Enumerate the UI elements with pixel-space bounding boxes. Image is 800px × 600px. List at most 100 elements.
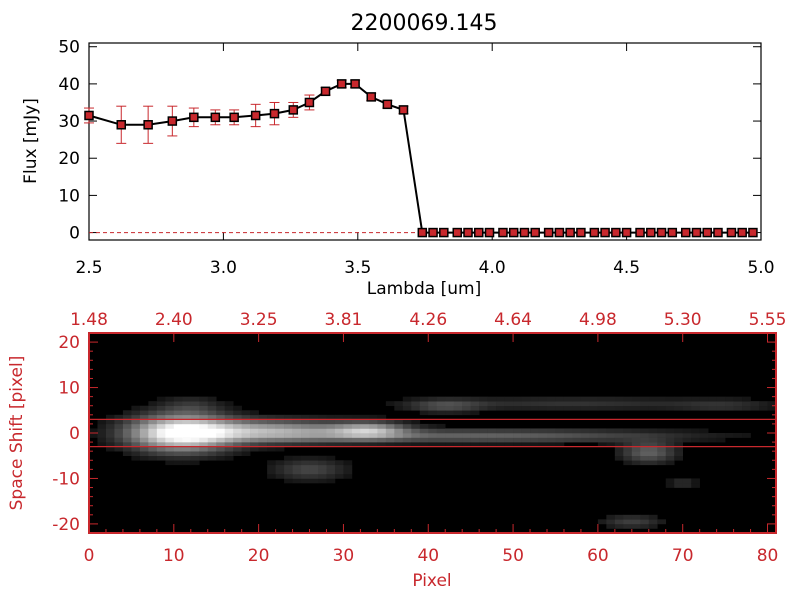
heatmap-cell	[402, 428, 412, 434]
heatmap-cell	[326, 437, 336, 443]
heatmap-cell	[521, 405, 531, 411]
top-tick-label: 3.25	[240, 310, 278, 330]
heatmap-cell	[233, 428, 242, 434]
heatmap-cell	[131, 433, 141, 438]
heatmap-cell	[241, 410, 251, 416]
heatmap-cell	[394, 433, 404, 438]
heatmap-cell	[547, 428, 556, 434]
heatmap-cell	[216, 446, 225, 452]
heatmap-cell	[445, 410, 454, 416]
heatmap-cell	[148, 423, 158, 429]
heatmap-cell	[555, 396, 565, 402]
heatmap-cell	[97, 423, 107, 429]
heatmap-cell	[97, 437, 107, 443]
heatmap-cell	[538, 437, 548, 443]
y-tick-label: 20	[58, 333, 80, 353]
heatmap-cell	[199, 446, 209, 452]
heatmap-cell	[182, 410, 192, 416]
heatmap-cell	[436, 405, 446, 411]
heatmap-cell	[284, 442, 293, 447]
heatmap-cell	[377, 423, 387, 429]
heatmap-cell	[250, 414, 259, 420]
heatmap-cell	[597, 442, 607, 447]
heatmap-cell	[241, 451, 251, 457]
heatmap-cell	[114, 442, 124, 447]
heatmap-cell	[428, 401, 438, 407]
heatmap-cell	[623, 437, 633, 443]
heatmap-cell	[114, 423, 124, 429]
heatmap-cell	[402, 442, 412, 447]
heatmap-cell	[148, 401, 158, 407]
heatmap-cell	[665, 446, 675, 452]
heatmap-cell	[521, 433, 531, 438]
heatmap-cell	[233, 423, 242, 429]
y-tick-label: 50	[58, 38, 80, 58]
heatmap-cell	[682, 478, 692, 484]
heatmap-cell	[419, 433, 429, 438]
heatmap-cell	[674, 433, 683, 438]
heatmap-cell	[224, 414, 234, 420]
heatmap-cell	[199, 410, 209, 416]
heatmap-cell	[224, 451, 234, 457]
heatmap-cell	[691, 396, 700, 402]
data-point	[508, 227, 519, 238]
heatmap-cell	[241, 433, 251, 438]
error-bars	[84, 79, 409, 144]
heatmap-cell	[139, 428, 149, 434]
data-point	[143, 120, 153, 130]
heatmap-cell	[156, 401, 166, 407]
heatmap-cell	[665, 451, 675, 457]
heatmap-cell	[258, 442, 268, 447]
heatmap-cell	[453, 442, 463, 447]
data-point	[646, 227, 656, 238]
data-point	[713, 227, 723, 238]
heatmap-cell	[182, 442, 192, 447]
heatmap-cell	[470, 428, 480, 434]
heatmap-cell	[360, 428, 370, 434]
heatmap-cell	[445, 401, 454, 407]
heatmap-cell	[182, 455, 192, 461]
heatmap-cell	[173, 451, 183, 457]
heatmap-cell	[284, 469, 293, 475]
data-point	[439, 227, 449, 238]
data-point	[428, 227, 438, 238]
heatmap-cell	[725, 401, 734, 407]
heatmap-cell	[122, 433, 132, 438]
heatmap-cell	[640, 523, 650, 529]
heatmap-cell	[377, 433, 387, 438]
heatmap-cell	[759, 401, 768, 407]
y-axis-label: Flux [mJy]	[21, 98, 41, 184]
heatmap-cell	[284, 455, 293, 461]
heatmap-cell	[250, 437, 259, 443]
heatmap-cell	[233, 410, 242, 416]
heatmap-cell	[411, 433, 421, 438]
heatmap-cell	[216, 455, 225, 461]
heatmap-cell	[631, 523, 641, 529]
heatmap-cell	[250, 428, 259, 434]
heatmap-cell	[326, 469, 336, 475]
heatmap-cell	[665, 401, 675, 407]
data-point	[621, 227, 632, 238]
heatmap-cell	[589, 405, 599, 411]
heatmap-cell	[207, 396, 217, 402]
x-tick-label: 2.5	[75, 258, 102, 278]
heatmap-cell	[530, 396, 539, 402]
heatmap-cell	[623, 433, 633, 438]
heatmap-cell	[614, 455, 624, 461]
heatmap-cell	[631, 519, 641, 525]
heatmap-cell	[190, 410, 200, 416]
heatmap-cell	[563, 437, 573, 443]
heatmap-cell	[419, 410, 429, 416]
heatmap-cell	[640, 451, 650, 457]
heatmap-cell	[580, 405, 590, 411]
data-point	[576, 227, 586, 238]
heatmap-cell	[105, 446, 115, 452]
heatmap-cell	[665, 442, 675, 447]
heatmap-cell	[674, 396, 683, 402]
heatmap-cell	[614, 519, 624, 525]
heatmap-cell	[411, 442, 421, 447]
heatmap-cell	[284, 478, 293, 484]
heatmap-cell	[360, 419, 370, 425]
heatmap-cell	[165, 451, 175, 457]
heatmap-cell	[318, 469, 327, 475]
